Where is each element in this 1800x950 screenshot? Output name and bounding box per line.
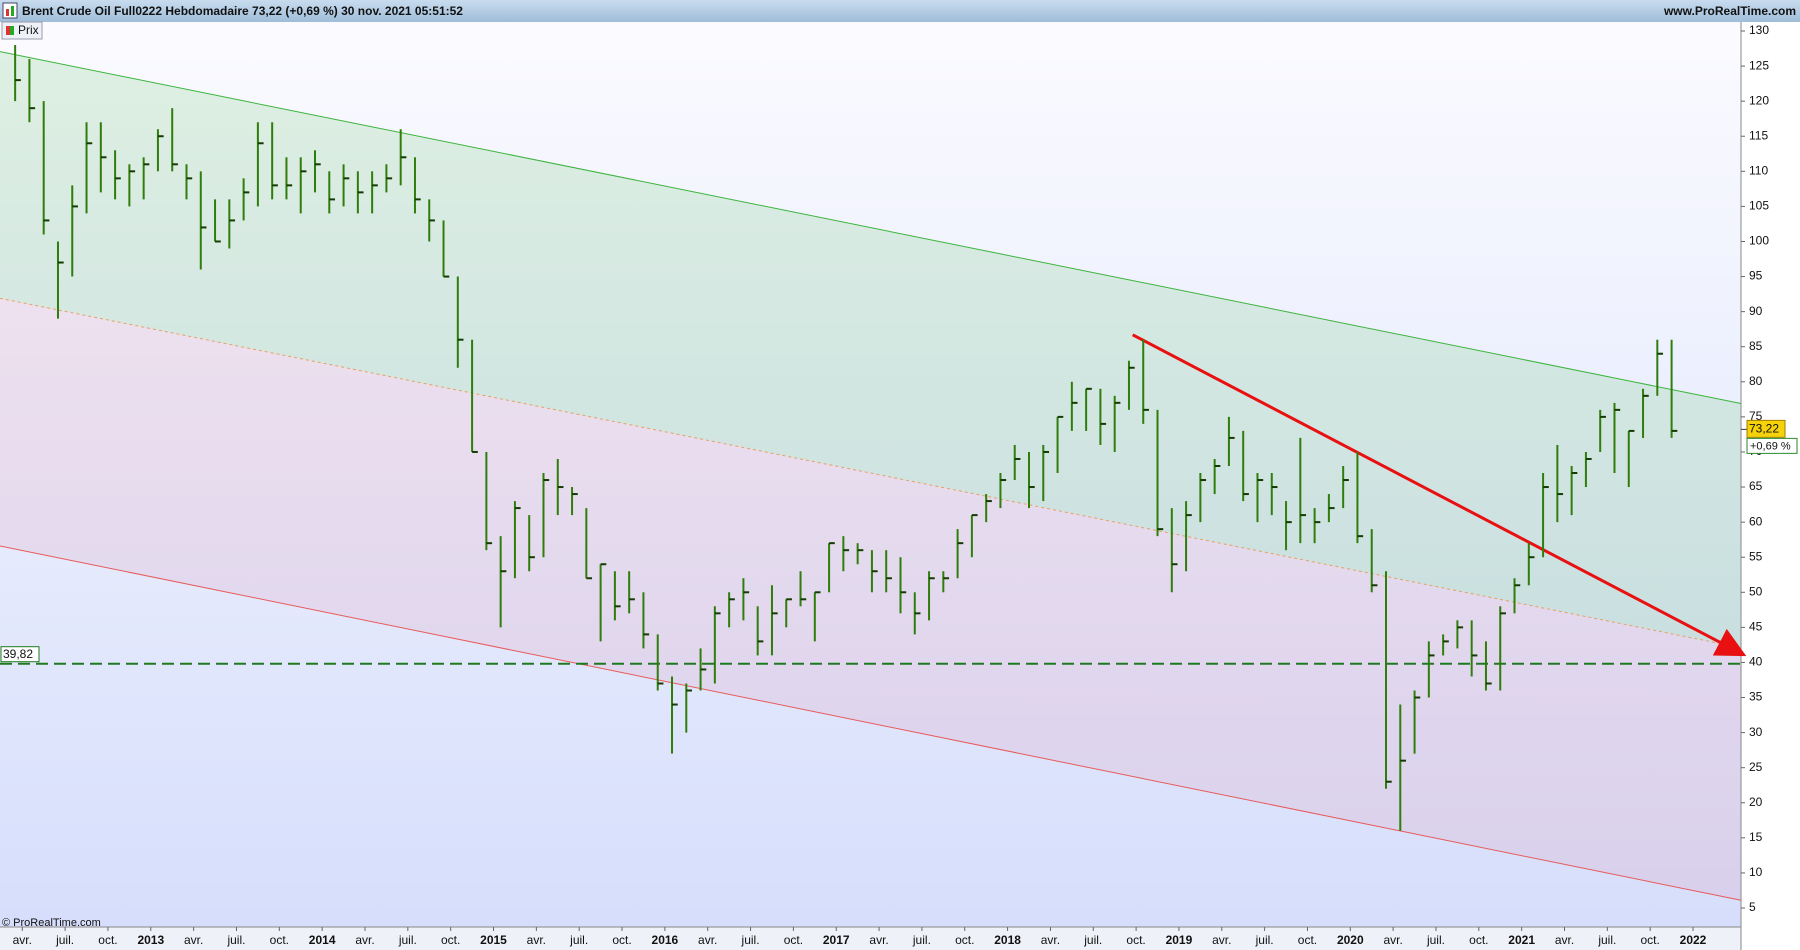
x-tick-label: oct. xyxy=(1298,933,1317,947)
y-tick-label: 120 xyxy=(1749,93,1769,107)
y-tick-label: 105 xyxy=(1749,199,1769,213)
x-tick-label: juil. xyxy=(55,933,74,947)
y-tick-label: 125 xyxy=(1749,58,1769,72)
x-tick-label: avr. xyxy=(1555,933,1574,947)
x-tick-label: juil. xyxy=(569,933,588,947)
x-tick-label: avr. xyxy=(869,933,888,947)
x-tick-label: oct. xyxy=(612,933,631,947)
x-tick-label: oct. xyxy=(270,933,289,947)
x-tick-label: oct. xyxy=(1641,933,1660,947)
channel-fill xyxy=(0,51,1741,648)
channel-line xyxy=(0,51,1742,405)
x-tick-label: juil. xyxy=(1597,933,1616,947)
y-tick-label: 50 xyxy=(1749,584,1763,598)
x-tick-label: 2017 xyxy=(823,933,850,947)
y-tick-label: 5 xyxy=(1749,900,1756,914)
legend-label: Prix xyxy=(18,23,39,37)
app-icon xyxy=(2,2,18,19)
y-tick-label: 25 xyxy=(1749,760,1763,774)
last-price-box xyxy=(1746,419,1786,438)
last-price-label: 73,22 xyxy=(1749,422,1779,436)
x-tick-label: avr. xyxy=(527,933,546,947)
x-axis-strip xyxy=(0,927,1741,950)
title-bar xyxy=(0,0,1800,22)
y-tick-label: 90 xyxy=(1749,304,1763,318)
x-tick-label: juil. xyxy=(226,933,245,947)
y-tick-label: 45 xyxy=(1749,620,1763,634)
x-tick-label: juil. xyxy=(398,933,417,947)
y-tick-label: 60 xyxy=(1749,514,1763,528)
x-tick-label: avr. xyxy=(184,933,203,947)
x-tick-label: juil. xyxy=(912,933,931,947)
x-tick-label: oct. xyxy=(441,933,460,947)
x-tick-label: oct. xyxy=(98,933,117,947)
x-tick-label: 2014 xyxy=(309,933,336,947)
channel-fill xyxy=(0,298,1741,901)
x-tick-label: 2015 xyxy=(480,933,507,947)
x-tick-label: oct. xyxy=(955,933,974,947)
change-box xyxy=(1746,437,1798,454)
y-tick-label: 80 xyxy=(1749,374,1763,388)
y-tick-label: 10 xyxy=(1749,865,1763,879)
y-tick-label: 130 xyxy=(1749,23,1769,37)
y-tick-label: 35 xyxy=(1749,690,1763,704)
y-tick-label: 75 xyxy=(1749,409,1763,423)
x-tick-label: 2016 xyxy=(652,933,679,947)
support-label-box xyxy=(0,646,40,663)
y-tick-label: 65 xyxy=(1749,479,1763,493)
y-tick-label: 110 xyxy=(1749,163,1768,177)
y-tick-label: 100 xyxy=(1749,234,1769,248)
channel-line xyxy=(1131,333,1747,657)
copyright: © ProRealTime.com xyxy=(2,917,101,929)
x-tick-label: 2021 xyxy=(1508,933,1535,947)
y-tick-label: 85 xyxy=(1749,339,1763,353)
x-tick-label: oct. xyxy=(1469,933,1488,947)
y-tick-label: 55 xyxy=(1749,549,1763,563)
legend-swatch xyxy=(6,26,10,35)
y-tick-label: 20 xyxy=(1749,795,1763,809)
x-tick-label: 2018 xyxy=(994,933,1021,947)
x-tick-label: avr. xyxy=(698,933,717,947)
y-tick-label: 15 xyxy=(1749,830,1763,844)
y-tick-label: 40 xyxy=(1749,655,1763,669)
x-tick-label: juil. xyxy=(1426,933,1445,947)
x-tick-label: oct. xyxy=(784,933,803,947)
x-tick-label: avr. xyxy=(355,933,374,947)
x-tick-label: 2022 xyxy=(1680,933,1707,947)
x-tick-label: avr. xyxy=(13,933,32,947)
channel-line xyxy=(0,297,1742,649)
x-tick-label: juil. xyxy=(741,933,760,947)
x-tick-label: avr. xyxy=(1212,933,1231,947)
x-tick-label: juil. xyxy=(1255,933,1274,947)
x-tick-label: avr. xyxy=(1383,933,1402,947)
change-label: +0,69 % xyxy=(1750,440,1791,452)
x-tick-label: avr. xyxy=(1041,933,1060,947)
x-tick-label: 2019 xyxy=(1166,933,1193,947)
x-tick-label: juil. xyxy=(1083,933,1102,947)
x-tick-label: 2020 xyxy=(1337,933,1364,947)
site: www.ProRealTime.com xyxy=(1663,4,1796,18)
support-label: 39,82 xyxy=(3,647,33,661)
legend-swatch xyxy=(10,26,14,35)
title: Brent Crude Oil Full0222 Hebdomadaire 73… xyxy=(22,4,463,18)
y-tick-label: 115 xyxy=(1749,128,1768,142)
channel-line xyxy=(0,545,1742,901)
y-tick-label: 95 xyxy=(1749,269,1763,283)
y-tick-label: 30 xyxy=(1749,725,1763,739)
x-tick-label: 2013 xyxy=(137,933,164,947)
icon-bar xyxy=(11,6,14,16)
icon-bar xyxy=(6,9,9,16)
plot-background xyxy=(0,22,1741,927)
x-tick-label: oct. xyxy=(1126,933,1145,947)
